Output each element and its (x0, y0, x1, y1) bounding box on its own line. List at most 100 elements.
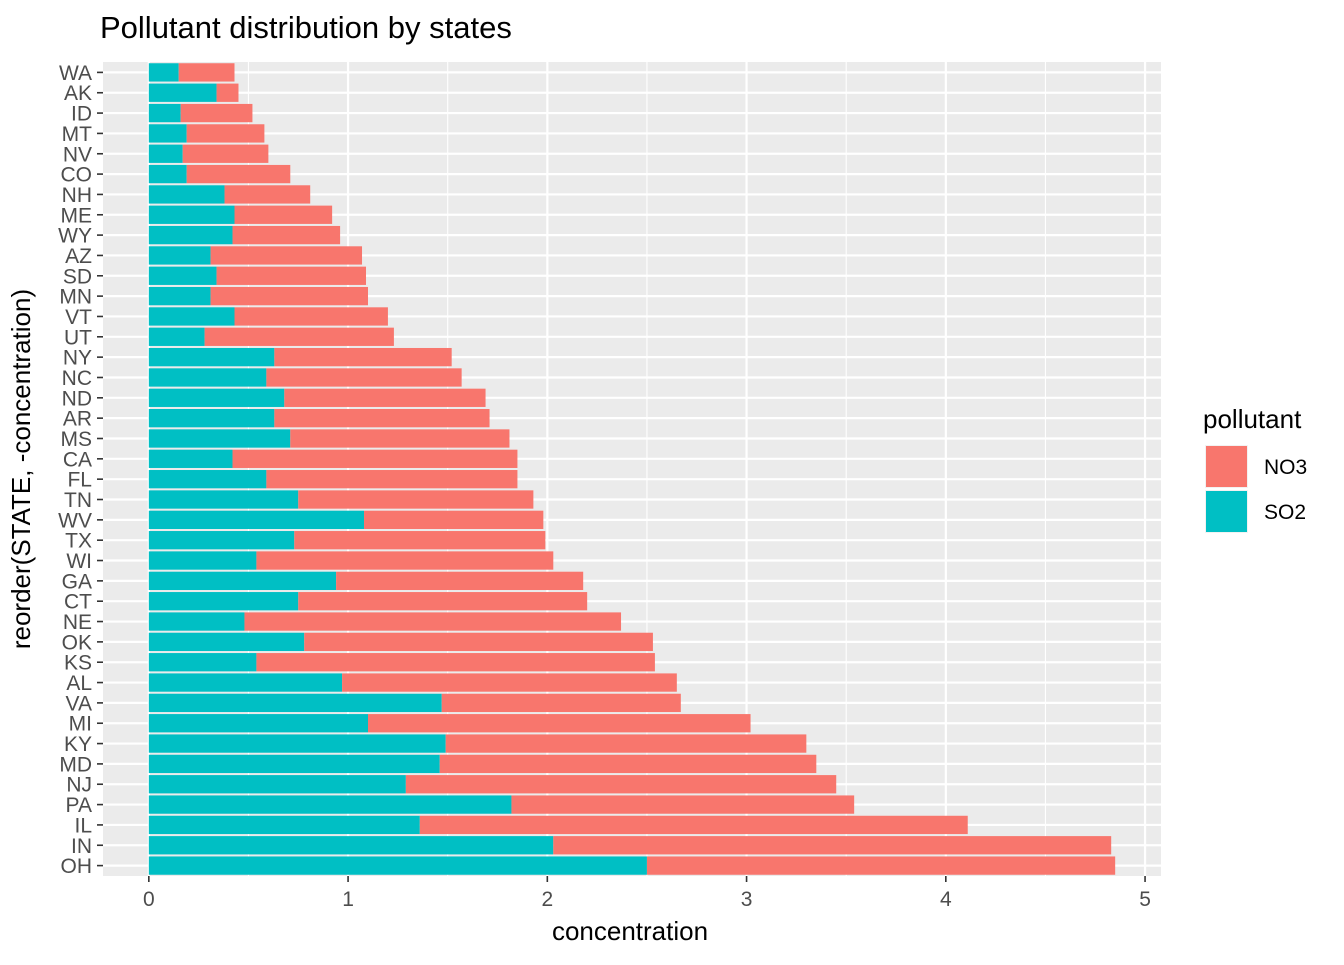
bar-so2-ca (148, 449, 233, 468)
bar-so2-mt (148, 124, 187, 143)
y-tick-label: CT (64, 591, 92, 614)
y-tick-label: MN (59, 286, 92, 309)
bar-no3-fl (266, 470, 518, 489)
bar-so2-ny (148, 347, 275, 367)
bar-so2-mi (148, 714, 368, 733)
y-tick-label: AZ (65, 245, 92, 268)
bar-no3-nv (182, 144, 269, 163)
x-tick-label: 0 (143, 888, 155, 911)
y-tick-label: NJ (66, 774, 92, 797)
bar-no3-nh (224, 185, 311, 204)
y-tick-label: WY (58, 225, 92, 248)
bar-so2-fl (148, 470, 267, 489)
bar-so2-va (148, 693, 442, 713)
y-tick-label: WI (66, 550, 92, 573)
y-tick-label: AR (63, 408, 92, 431)
bar-so2-wi (148, 551, 257, 570)
x-axis: 0 1 2 3 4 5 (143, 876, 1151, 911)
bar-so2-ky (148, 734, 446, 753)
bar-no3-ok (304, 632, 653, 652)
y-tick-label: MI (69, 713, 92, 736)
legend: pollutant NO3 SO2 (1203, 404, 1307, 533)
y-tick-label: MS (61, 428, 93, 451)
bar-so2-nh (148, 185, 225, 204)
y-tick-label: ME (61, 204, 93, 227)
bar-no3-id (180, 103, 253, 123)
bar-so2-wv (148, 510, 365, 529)
bar-so2-nd (148, 388, 285, 407)
y-tick-label: IL (74, 814, 92, 837)
bar-no3-wa (178, 63, 235, 82)
bar-so2-ar (148, 409, 275, 428)
bar-no3-va (441, 693, 681, 713)
bar-no3-ca (232, 449, 518, 468)
bar-no3-ky (445, 734, 807, 753)
legend-swatch-so2 (1206, 491, 1247, 532)
bar-no3-wy (232, 225, 341, 245)
y-tick-label: KY (64, 733, 92, 756)
bar-so2-co (148, 164, 187, 184)
bar-so2-ms (148, 429, 291, 448)
bar-so2-mn (148, 286, 211, 306)
y-tick-label: VT (65, 306, 92, 329)
y-tick-label: FL (67, 469, 92, 492)
bar-no3-mn (210, 286, 368, 306)
bar-no3-me (234, 205, 333, 224)
bar-no3-nc (266, 368, 462, 387)
bar-so2-ga (148, 571, 337, 591)
y-tick-label: NE (63, 611, 92, 634)
bar-no3-md (439, 754, 817, 774)
bar-no3-ak (216, 83, 239, 102)
x-tick-label: 2 (541, 888, 553, 911)
bar-no3-ms (290, 429, 510, 448)
x-axis-title: concentration (552, 916, 708, 946)
bar-no3-oh (646, 856, 1116, 875)
bar-no3-nj (405, 775, 837, 794)
bar-no3-wi (256, 551, 554, 570)
x-tick-label: 3 (741, 888, 753, 911)
bar-no3-az (210, 246, 363, 265)
bar-no3-ga (336, 571, 584, 591)
bar-so2-oh (148, 856, 647, 875)
bar-no3-pa (511, 795, 855, 814)
bar-so2-ut (148, 327, 205, 346)
bar-so2-al (148, 673, 343, 692)
bar-so2-nv (148, 144, 183, 163)
plot-panel (103, 62, 1161, 876)
y-tick-label: IN (71, 835, 92, 858)
bar-no3-ar (274, 409, 490, 428)
y-tick-label: UT (64, 326, 92, 349)
bar-no3-vt (234, 307, 388, 326)
y-tick-label: SD (63, 265, 92, 288)
x-tick-label: 4 (940, 888, 952, 911)
bar-so2-ok (148, 632, 305, 652)
bar-no3-tx (294, 531, 546, 550)
bar-so2-az (148, 246, 211, 265)
bar-no3-mi (367, 714, 751, 733)
x-tick-label: 1 (342, 888, 354, 911)
y-tick-label: KS (64, 652, 92, 675)
bar-no3-wv (364, 510, 544, 529)
y-tick-label: OK (62, 631, 92, 654)
bars (148, 63, 1116, 875)
y-tick-label: AK (64, 82, 92, 105)
y-tick-label: NV (63, 143, 92, 166)
y-tick-label: VA (66, 692, 92, 715)
y-tick-label: TX (65, 530, 92, 553)
y-tick-label: ND (62, 387, 92, 410)
bar-so2-md (148, 754, 440, 774)
bar-no3-sd (216, 266, 367, 285)
bar-so2-ak (148, 83, 217, 102)
bar-so2-sd (148, 266, 217, 285)
bar-no3-in (553, 836, 1112, 855)
legend-label-so2: SO2 (1264, 501, 1306, 524)
bar-no3-ut (204, 327, 394, 346)
bar-no3-co (186, 164, 291, 184)
y-tick-label: PA (66, 794, 92, 817)
y-tick-label: TN (64, 489, 92, 512)
bar-so2-vt (148, 307, 235, 326)
bar-so2-nc (148, 368, 267, 387)
y-tick-label: GA (62, 570, 92, 593)
y-tick-label: AL (66, 672, 92, 695)
